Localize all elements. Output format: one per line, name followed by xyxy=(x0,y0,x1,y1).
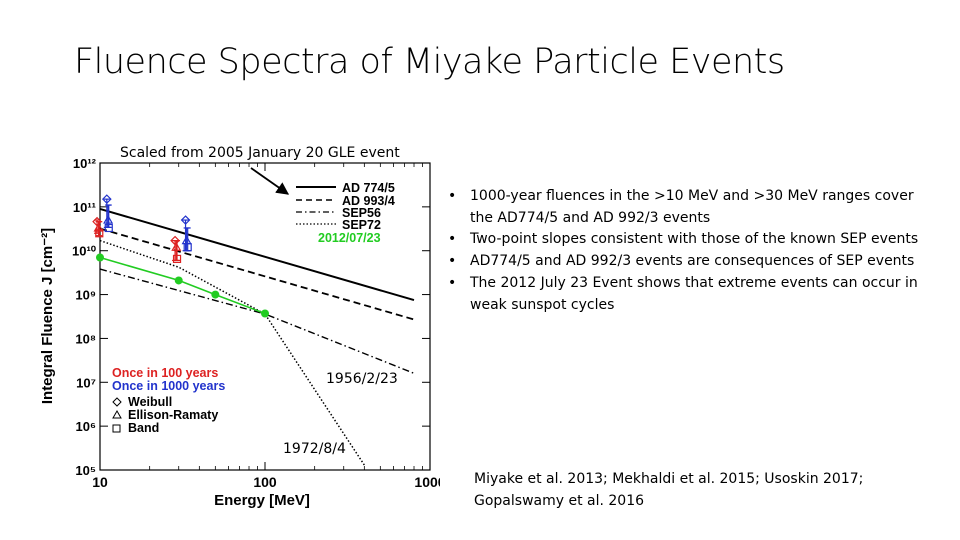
y-axis-label: Integral Fluence J [cm⁻²] xyxy=(39,228,56,404)
bullet-item: The 2012 July 23 Event shows that extrem… xyxy=(448,273,938,316)
error-points xyxy=(92,194,192,264)
legend-lines: AD 774/5 AD 993/4 SEP56 SEP72 2012/07/23 xyxy=(296,181,395,245)
x-tick-label: 1000 xyxy=(414,474,440,490)
legend-once-1000: Once in 1000 years xyxy=(112,379,225,393)
x-tick-label: 10 xyxy=(92,474,108,490)
legend-diamond-icon xyxy=(112,397,122,407)
weibull-marker xyxy=(101,194,112,204)
series-point xyxy=(261,309,269,318)
y-tick-label: 10¹⁰ xyxy=(72,244,97,259)
band-marker xyxy=(104,223,113,233)
series-lines xyxy=(96,207,415,466)
source-note: Scaled from 2005 January 20 GLE event xyxy=(120,145,400,161)
references: Miyake et al. 2013; Mekhaldi et al. 2015… xyxy=(474,471,864,509)
legend-band: Band xyxy=(128,421,159,435)
bullet-item: AD774/5 and AD 992/3 events are conseque… xyxy=(448,251,938,273)
ellison-ramaty-marker xyxy=(103,214,114,224)
y-tick-label: 10⁷ xyxy=(76,375,96,390)
weibull-marker xyxy=(180,215,191,225)
legend-sep56: SEP56 xyxy=(342,206,381,220)
source-arrow xyxy=(250,167,290,195)
series-line xyxy=(99,268,415,374)
y-tick-label: 10⁹ xyxy=(75,288,96,303)
legend-ad774: AD 774/5 xyxy=(342,181,395,195)
y-tick-label: 10⁶ xyxy=(76,419,96,434)
legend-square-icon xyxy=(112,424,121,433)
legend-2012: 2012/07/23 xyxy=(318,231,381,245)
x-tick-label: 100 xyxy=(253,474,277,490)
axis-ticks: 10 100 1000 10⁵ 10⁶ 10⁷ 10⁸ 10⁹ 10¹⁰ 10¹¹ 10¹² xyxy=(72,156,440,490)
bullet-item: 1000-year fluences in the >10 MeV and >3… xyxy=(448,186,938,229)
series-point xyxy=(174,276,183,285)
legend-ad993: AD 993/4 xyxy=(342,194,395,208)
series-point xyxy=(211,290,220,299)
fluence-chart: 10 100 1000 10⁵ 10⁶ 10⁷ 10⁸ 10⁹ 10¹⁰ 10¹¹ 10¹² Ene… xyxy=(39,156,440,509)
bullet-item: Two-point slopes consistent with those o… xyxy=(448,229,938,251)
x-axis-label: Energy [MeV] xyxy=(214,492,310,509)
band-marker xyxy=(95,229,104,238)
series-line xyxy=(99,207,415,302)
series-line xyxy=(99,256,266,315)
legend-ellison-ramaty: Ellison-Ramaty xyxy=(128,408,218,422)
ellison-ramaty-marker xyxy=(93,222,104,232)
y-tick-label: 10¹¹ xyxy=(73,200,96,215)
legend-once-100: Once in 100 years xyxy=(112,366,218,380)
series-point xyxy=(96,253,104,262)
ellison-ramaty-marker xyxy=(171,242,182,251)
legend-weibull: Weibull xyxy=(128,395,172,409)
band-marker xyxy=(183,243,192,252)
bullet-list: 1000-year fluences in the >10 MeV and >3… xyxy=(448,186,938,316)
band-marker xyxy=(172,254,182,264)
y-tick-label: 10¹² xyxy=(73,156,97,171)
legend-groups: Once in 100 years Once in 1000 years Wei… xyxy=(112,366,225,435)
legend-sep72: SEP72 xyxy=(342,218,381,232)
annotation-1972: 1972/8/4 xyxy=(283,441,346,457)
y-tick-label: 10⁵ xyxy=(75,463,96,478)
legend-triangle-icon xyxy=(112,409,122,419)
y-tick-label: 10⁸ xyxy=(75,331,96,346)
annotation-1956: 1956/2/23 xyxy=(326,371,398,387)
slide-title: Fluence Spectra of Miyake Particle Event… xyxy=(74,42,785,82)
